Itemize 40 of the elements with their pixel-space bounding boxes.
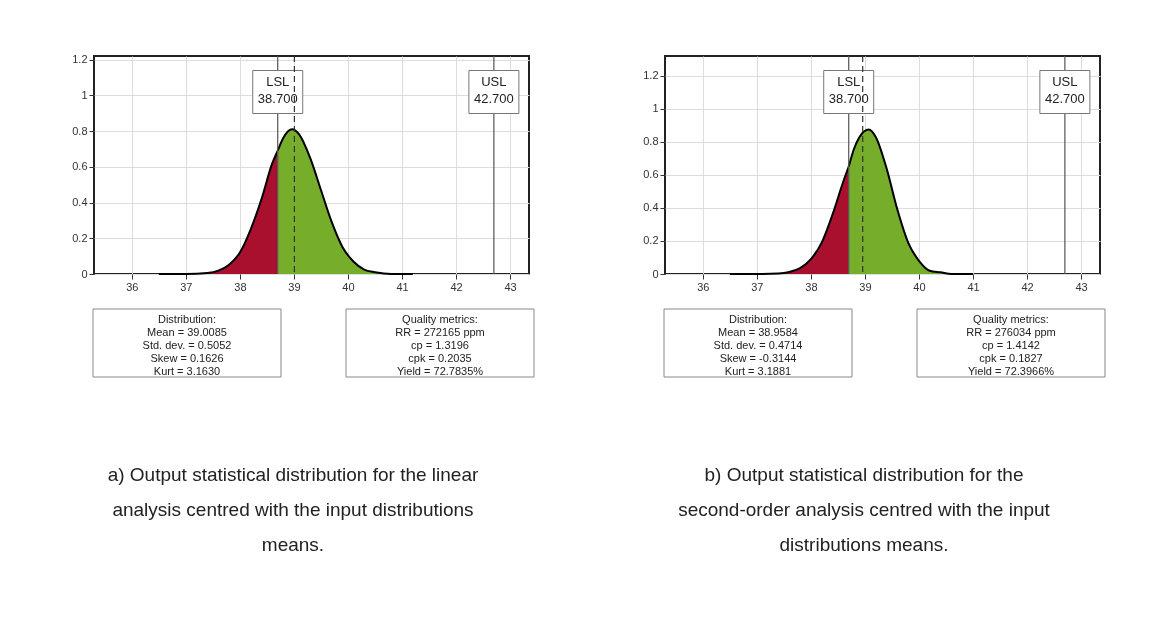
text: b) Output statistical distribution for the second-order analysis centred with the input distributions means. — [678, 464, 1051, 555]
ref-line-label: USL 42.700 — [473, 74, 514, 106]
x-tick-label: 36 — [126, 280, 139, 293]
y-tick-label: 0.6 — [643, 168, 659, 181]
y-tick-label: 0.4 — [72, 196, 88, 209]
y-tick-label: 0.4 — [643, 201, 659, 214]
x-tick-label: 39 — [859, 280, 872, 293]
x-tick-label: 37 — [180, 280, 193, 293]
x-tick-label: 40 — [342, 280, 355, 293]
ref-line-label: LSL 38.700 — [257, 74, 298, 106]
text: Quality metrics: RR = 276034 ppm cp = 1.4142 cpk = 0.1827 Yield = 72.3966% — [966, 313, 1056, 377]
y-tick-label: 1 — [652, 102, 659, 115]
ref-line-label: USL 42.700 — [1044, 74, 1085, 106]
x-tick-label: 42 — [1021, 280, 1034, 293]
y-tick-label: 0.2 — [643, 234, 659, 247]
x-tick-label: 40 — [913, 280, 926, 293]
text: Distribution: Mean = 38.9584 Std. dev. = 0.4714 Skew = -0.3144 Kurt = 3.1881 — [713, 313, 803, 377]
ref-line-label: LSL 38.700 — [828, 74, 869, 106]
y-tick-label: 1.2 — [643, 69, 659, 82]
y-tick-label: 0.6 — [72, 160, 88, 173]
x-tick-label: 37 — [751, 280, 764, 293]
y-tick-label: 0.8 — [643, 135, 659, 148]
x-tick-label: 42 — [450, 280, 463, 293]
y-tick-label: 0 — [81, 267, 88, 280]
x-tick-label: 43 — [504, 280, 517, 293]
y-tick-label: 0.8 — [72, 124, 88, 137]
x-tick-label: 43 — [1075, 280, 1088, 293]
x-tick-label: 41 — [967, 280, 980, 293]
y-tick-label: 0 — [652, 267, 659, 280]
x-tick-label: 36 — [697, 280, 710, 293]
text: Quality metrics: RR = 272165 ppm cp = 1.3196 cpk = 0.2035 Yield = 72.7835% — [395, 313, 485, 377]
x-tick-label: 39 — [288, 280, 301, 293]
y-tick-label: 0.2 — [72, 231, 88, 244]
y-tick-label: 1.2 — [72, 53, 88, 66]
text: Distribution: Mean = 39.0085 Std. dev. = 0.5052 Skew = 0.1626 Kurt = 3.1630 — [142, 313, 232, 377]
x-tick-label: 38 — [805, 280, 818, 293]
text: a) Output statistical distribution for the linear analysis centred with the input distributions means. — [107, 464, 480, 555]
x-tick-label: 38 — [234, 280, 247, 293]
y-tick-label: 1 — [81, 88, 88, 101]
x-tick-label: 41 — [396, 280, 409, 293]
